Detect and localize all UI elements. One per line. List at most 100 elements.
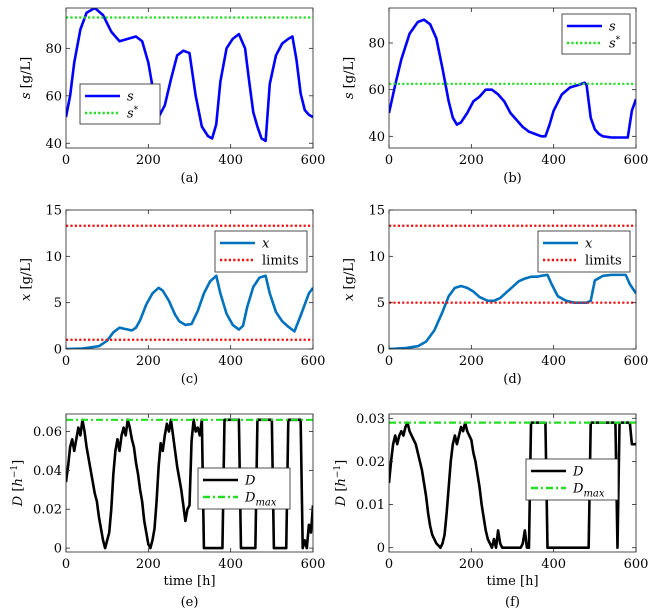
series-line-s-0 <box>389 18 636 139</box>
y-axis-label-text: x [g/L] <box>19 258 34 301</box>
y-axis-label: s [g/L] <box>342 57 357 99</box>
y-tick-label: 60 <box>368 83 385 98</box>
y-axis-label-text: x [g/L] <box>342 258 357 301</box>
x-tick-label: 600 <box>301 557 326 572</box>
x-tick-label: 200 <box>459 354 484 369</box>
y-tick-label: 0.01 <box>356 498 385 513</box>
y-tick-label: 10 <box>368 250 385 265</box>
panel-caption: (a) <box>181 171 199 186</box>
plot-frame <box>65 209 314 350</box>
x-tick-label: 600 <box>624 153 649 168</box>
y-tick-label: 0.04 <box>33 464 62 479</box>
legend-label: s <box>127 90 134 105</box>
legend-box <box>537 230 631 273</box>
y-tick-label: 0 <box>377 541 385 556</box>
legend-label: s* <box>127 106 139 122</box>
y-axis-label-text: D [h−1] <box>333 460 349 507</box>
panel-caption: (c) <box>181 372 198 387</box>
x-tick-label: 600 <box>624 557 649 572</box>
series-line-s-0 <box>66 8 313 143</box>
y-tick-label: 15 <box>45 204 62 219</box>
x-axis-label: time [h] <box>163 574 215 589</box>
legend-box <box>197 467 291 510</box>
y-axis-label: x [g/L] <box>342 258 357 301</box>
x-tick-label: 400 <box>218 354 243 369</box>
y-axis-label: s [g/L] <box>19 57 34 99</box>
series-line-x-0 <box>66 274 313 349</box>
legend-box <box>214 230 308 273</box>
y-axis-label: D [h−1] <box>10 460 26 507</box>
chart-panel-b: 0 200 400 600 40 60 80 s [g/L] (b) ss* <box>342 7 649 186</box>
legend-label: limits <box>585 254 622 269</box>
x-tick-label: 0 <box>385 354 393 369</box>
y-tick-label: 40 <box>368 130 385 145</box>
y-axis-label-text: D [h−1] <box>10 460 26 507</box>
legend-label: limits <box>262 254 299 269</box>
y-tick-label: 40 <box>45 137 62 152</box>
chart-panel-e: 0 200 400 600 0 0.02 0.04 0.06 D [h−1] time [h] (e… <box>10 413 326 610</box>
x-tick-label: 400 <box>541 354 566 369</box>
x-tick-label: 600 <box>624 354 649 369</box>
chart-panel-c: 0 200 400 600 0 5 10 15 x [g/L] (c) x limits <box>19 204 325 388</box>
legend-label: s <box>609 20 616 35</box>
panel-caption: (d) <box>503 372 521 387</box>
chart-panel-a: 0 200 400 600 40 60 80 s [g/L] (a) ss* <box>19 7 325 186</box>
legend-label: x <box>585 237 593 252</box>
plot-frame <box>65 413 314 553</box>
plot-frame <box>388 209 637 350</box>
legend-box <box>525 458 619 501</box>
y-tick-label: 0.06 <box>33 425 62 440</box>
series-line-x-0 <box>389 273 636 349</box>
x-tick-label: 0 <box>62 153 70 168</box>
y-tick-label: 15 <box>368 204 385 219</box>
plot-frame <box>65 7 314 149</box>
legend-box <box>79 83 161 125</box>
chart-panel-d: 0 200 400 600 0 5 10 15 x [g/L] (d) x limits <box>342 204 648 388</box>
y-tick-label: 0 <box>54 343 62 358</box>
legend-box <box>561 13 631 55</box>
legend: x limits <box>537 230 631 273</box>
y-tick-label: 5 <box>54 296 62 311</box>
y-tick-label: 0.02 <box>33 503 62 518</box>
y-tick-label: 80 <box>45 42 62 57</box>
x-tick-label: 200 <box>136 354 161 369</box>
x-tick-label: 400 <box>218 557 243 572</box>
y-tick-label: 80 <box>368 37 385 52</box>
y-axis-label-text: s [g/L] <box>342 57 357 99</box>
legend: x limits <box>214 230 308 273</box>
x-tick-label: 0 <box>62 557 70 572</box>
x-tick-label: 400 <box>541 557 566 572</box>
legend-label: x <box>262 237 270 252</box>
y-tick-label: 5 <box>377 296 385 311</box>
y-tick-label: 10 <box>45 250 62 265</box>
y-tick-label: 0.02 <box>356 455 385 470</box>
x-tick-label: 200 <box>459 557 484 572</box>
panel-caption: (f) <box>505 595 520 610</box>
x-tick-label: 400 <box>218 153 243 168</box>
plot-frame <box>388 413 637 553</box>
y-axis-label-text: s [g/L] <box>19 57 34 99</box>
legend-label: s* <box>609 36 621 52</box>
x-tick-label: 0 <box>62 354 70 369</box>
legend: ss* <box>561 13 631 55</box>
y-tick-label: 60 <box>45 89 62 104</box>
x-axis-label: time [h] <box>486 574 538 589</box>
x-tick-label: 0 <box>385 153 393 168</box>
y-tick-label: 0 <box>54 542 62 557</box>
legend: ss* <box>79 83 161 125</box>
legend-label: D <box>572 465 584 480</box>
x-tick-label: 200 <box>136 153 161 168</box>
panel-caption: (e) <box>181 595 199 610</box>
x-tick-label: 0 <box>385 557 393 572</box>
x-tick-label: 200 <box>459 153 484 168</box>
x-tick-label: 200 <box>136 557 161 572</box>
y-tick-label: 0 <box>377 343 385 358</box>
x-tick-label: 600 <box>301 354 326 369</box>
legend-label: D <box>244 474 256 489</box>
y-axis-label: D [h−1] <box>333 460 349 507</box>
panel-caption: (b) <box>503 171 521 186</box>
y-tick-label: 0.03 <box>356 412 385 427</box>
x-tick-label: 400 <box>541 153 566 168</box>
